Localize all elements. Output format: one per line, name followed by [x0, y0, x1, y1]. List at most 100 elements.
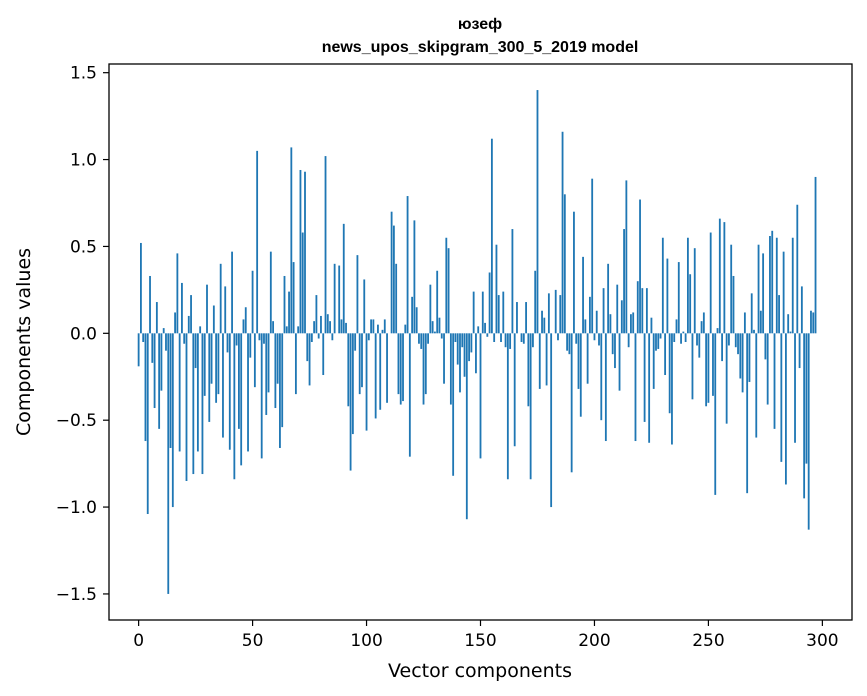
bar-183	[554, 289, 557, 334]
bar-275	[764, 333, 767, 360]
bar-60	[274, 333, 277, 409]
bar-57	[267, 333, 270, 393]
bar-85	[331, 333, 334, 341]
bar-8	[155, 302, 158, 334]
bar-279	[773, 333, 776, 429]
bar-127	[427, 333, 429, 344]
x-tick-label: 0	[133, 631, 144, 651]
bar-142	[461, 333, 464, 348]
bar-134	[443, 333, 445, 384]
bar-61	[276, 333, 279, 384]
bar-22	[187, 315, 190, 334]
bar-195	[582, 256, 584, 334]
bar-164	[511, 229, 514, 334]
bar-122	[415, 307, 418, 334]
bar-286	[789, 331, 792, 334]
bar-248	[702, 312, 705, 334]
bar-284	[784, 333, 787, 485]
bar-5	[149, 275, 151, 334]
bar-30	[206, 284, 208, 334]
bar-190	[570, 333, 573, 473]
x-tick-label: 200	[578, 631, 610, 651]
bar-259	[728, 333, 730, 346]
bar-6	[151, 333, 154, 363]
bar-208	[611, 333, 614, 355]
x-tick-label: 250	[692, 631, 724, 651]
bar-171	[527, 333, 530, 407]
bar-81	[322, 333, 325, 376]
bar-285	[787, 314, 790, 334]
y-tick-label: 1.5	[70, 64, 97, 84]
y-tick-label: −1.0	[56, 498, 97, 518]
bar-253	[714, 333, 717, 495]
bar-113	[395, 263, 398, 334]
bar-15	[171, 333, 174, 508]
x-tick-label: 100	[350, 631, 382, 651]
bar-272	[757, 244, 760, 334]
bar-0	[137, 333, 140, 367]
bar-20	[183, 333, 186, 344]
bar-151	[481, 291, 484, 334]
bar-291	[800, 286, 803, 334]
bar-218	[634, 333, 637, 442]
x-tick-label: 150	[464, 631, 496, 651]
bar-161	[504, 333, 507, 348]
bar-2	[142, 333, 145, 342]
bar-24	[192, 333, 195, 475]
bar-35	[217, 333, 220, 395]
bar-244	[693, 248, 696, 334]
bar-172	[529, 333, 532, 480]
bar-212	[620, 300, 623, 334]
bar-92	[347, 333, 350, 407]
bar-267	[746, 333, 749, 494]
bar-281	[778, 295, 780, 334]
bar-278	[771, 230, 774, 334]
bar-108	[383, 319, 386, 334]
bar-150	[479, 333, 482, 459]
bar-37	[222, 333, 224, 438]
bar-254	[716, 328, 719, 334]
bar-198	[588, 296, 591, 334]
bar-19	[181, 282, 183, 334]
bar-256	[721, 333, 723, 362]
bar-28	[201, 333, 204, 475]
bar-249	[705, 333, 708, 407]
bar-51	[253, 333, 256, 388]
bar-72	[301, 232, 304, 334]
bar-243	[691, 333, 694, 400]
y-tick-label: 0.0	[70, 324, 97, 344]
bar-124	[420, 333, 423, 349]
bar-69	[294, 333, 297, 395]
bar-41	[231, 251, 233, 334]
bar-75	[308, 333, 311, 386]
bar-280	[775, 237, 778, 334]
bar-157	[495, 244, 498, 334]
bar-247	[700, 321, 703, 334]
bar-119	[408, 333, 411, 457]
bar-33	[212, 305, 215, 334]
bar-56	[265, 333, 268, 415]
y-axis-ticks: −1.5 −1.0 −0.5 0.0 0.5 1.0 1.5	[56, 64, 109, 605]
bar-16	[174, 312, 176, 334]
bar-223	[645, 288, 648, 334]
bar-118	[406, 196, 409, 334]
bar-168	[520, 333, 523, 342]
bar-214	[625, 180, 628, 334]
bar-38	[224, 286, 227, 334]
bar-238	[680, 333, 682, 344]
bar-290	[798, 333, 801, 369]
bar-11	[162, 328, 165, 334]
bar-154	[488, 272, 491, 334]
bar-163	[509, 333, 512, 349]
bar-199	[591, 178, 594, 334]
bar-283	[782, 251, 785, 334]
bar-39	[226, 333, 229, 353]
bar-206	[607, 263, 610, 334]
bar-211	[618, 333, 621, 391]
bar-139	[454, 333, 457, 342]
bar-213	[623, 229, 625, 334]
bar-48	[247, 333, 249, 452]
bar-100	[365, 333, 368, 431]
